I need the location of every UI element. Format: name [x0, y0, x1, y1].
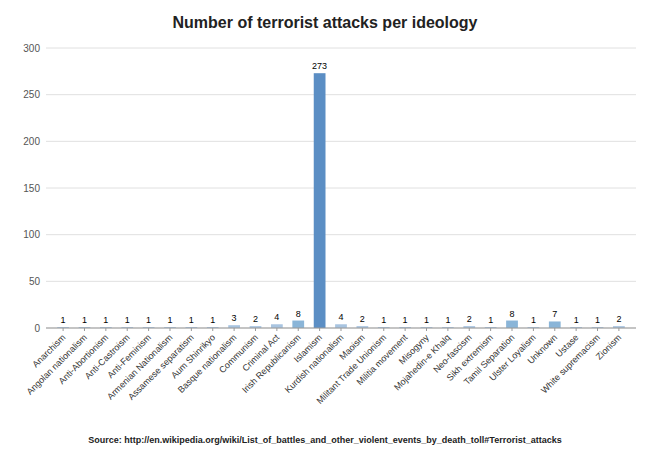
title: Number of terrorist attacks per ideology [173, 14, 478, 31]
x-tick [319, 328, 320, 331]
data-label: 1 [103, 315, 108, 325]
x-tick [554, 328, 555, 331]
x-tick-label: White supremacism [539, 332, 602, 395]
x-tick [212, 328, 213, 331]
x-tick [576, 328, 577, 331]
data-label: 8 [510, 309, 515, 319]
grid-line [46, 188, 636, 189]
x-tick [426, 328, 427, 331]
data-label: 4 [338, 312, 343, 322]
data-label: 1 [488, 315, 493, 325]
x-tick [512, 328, 513, 331]
x-tick [469, 328, 470, 331]
x-tick [533, 328, 534, 331]
data-label: 1 [595, 315, 600, 325]
data-label: 1 [403, 315, 408, 325]
x-tick [490, 328, 491, 331]
grid-line [46, 141, 636, 142]
grid [46, 48, 636, 328]
grid-line [46, 234, 636, 235]
x-tick [84, 328, 85, 331]
data-label: 1 [82, 315, 87, 325]
data-label: 1 [381, 315, 386, 325]
data-label: 1 [210, 315, 215, 325]
x-tick [127, 328, 128, 331]
data-label: 2 [360, 314, 365, 324]
data-label: 1 [146, 315, 151, 325]
y-tick-label: 50 [29, 276, 41, 287]
data-label: 2 [616, 314, 621, 324]
x-tick [255, 328, 256, 331]
bar [506, 321, 518, 328]
x-tick [169, 328, 170, 331]
source-note: Source: http://en.wikipedia.org/wiki/Lis… [88, 435, 561, 445]
grid-line [46, 281, 636, 282]
bars [57, 73, 625, 328]
data-label: 1 [574, 315, 579, 325]
x-tick [191, 328, 192, 331]
x-tick [276, 328, 277, 331]
bar [292, 321, 304, 328]
data-label: 1 [189, 315, 194, 325]
y-tick-label: 200 [23, 136, 40, 147]
data-label: 2 [467, 314, 472, 324]
data-label: 1 [424, 315, 429, 325]
x-tick-label: Unknown [526, 332, 560, 366]
bar [549, 321, 561, 328]
bar [271, 324, 283, 328]
data-label: 7 [552, 309, 557, 319]
y-tick-label: 0 [34, 323, 40, 334]
y-tick-label: 100 [23, 229, 40, 240]
x-tick [148, 328, 149, 331]
data-label: 273 [312, 61, 327, 71]
data-label: 2 [253, 314, 258, 324]
data-label: 3 [232, 313, 237, 323]
grid-line [46, 94, 636, 95]
x-tick [105, 328, 106, 331]
x-tick [618, 328, 619, 331]
chart: Number of terrorist attacks per ideology… [0, 0, 650, 451]
data-label: 8 [296, 309, 301, 319]
y-tick-label: 250 [23, 89, 40, 100]
x-tick [597, 328, 598, 331]
grid-line [46, 48, 636, 49]
data-label: 1 [531, 315, 536, 325]
x-tick [234, 328, 235, 331]
data-label: 1 [125, 315, 130, 325]
x-tick-label: Zionism [594, 332, 623, 361]
x-tick [447, 328, 448, 331]
x-tick [298, 328, 299, 331]
data-label: 1 [61, 315, 66, 325]
data-label: 1 [445, 315, 450, 325]
x-tick [362, 328, 363, 331]
bar [314, 73, 326, 328]
data-label: 4 [274, 312, 279, 322]
data-label: 1 [167, 315, 172, 325]
y-tick-label: 150 [23, 183, 40, 194]
x-tick [341, 328, 342, 331]
x-tick [383, 328, 384, 331]
x-tick [63, 328, 64, 331]
bar [335, 324, 347, 328]
y-tick-label: 300 [23, 43, 40, 54]
x-tick [405, 328, 406, 331]
